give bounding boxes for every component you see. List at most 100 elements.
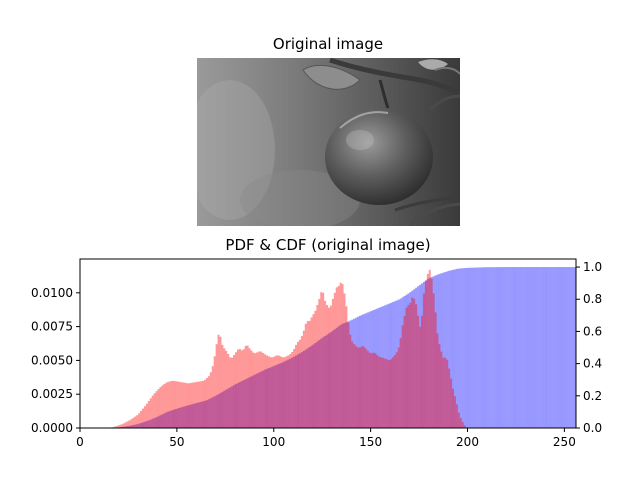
pdf-bar bbox=[169, 381, 172, 428]
cdf-bar bbox=[328, 333, 330, 428]
cdf-bar bbox=[316, 341, 319, 428]
pdf-bar bbox=[231, 357, 234, 428]
pdf-bar bbox=[258, 351, 261, 428]
cdf-bar bbox=[450, 270, 453, 428]
pdf-bar bbox=[422, 293, 425, 428]
cdf-bar bbox=[122, 426, 125, 428]
cdf-bar bbox=[380, 306, 383, 428]
cdf-bar bbox=[287, 359, 290, 428]
x-tick-label: 0 bbox=[76, 435, 84, 449]
image-title: Original image bbox=[273, 35, 383, 53]
pdf-bar bbox=[161, 385, 164, 428]
pdf-bar bbox=[128, 420, 131, 428]
pdf-bar bbox=[186, 383, 189, 428]
cdf-bar bbox=[413, 289, 416, 428]
pdf-bar bbox=[238, 348, 241, 428]
cdf-bar bbox=[223, 390, 226, 428]
cdf-bar bbox=[260, 371, 263, 428]
pdf-bar bbox=[384, 358, 387, 428]
pdf-bar bbox=[171, 380, 174, 428]
cdf-bar bbox=[298, 353, 301, 428]
cdf-bar bbox=[453, 269, 456, 428]
cdf-bar bbox=[486, 267, 489, 428]
cdf-bar bbox=[372, 310, 375, 428]
pdf-bar bbox=[114, 426, 117, 428]
pdf-bar bbox=[442, 357, 445, 428]
pdf-bar bbox=[198, 381, 201, 428]
pdf-bar bbox=[417, 315, 420, 428]
pdf-bar bbox=[430, 278, 433, 428]
x-tick-label: 100 bbox=[262, 435, 285, 449]
cdf-bar bbox=[473, 267, 476, 428]
cdf-bar bbox=[337, 326, 340, 428]
pdf-bar bbox=[318, 298, 321, 428]
pdf-bar bbox=[436, 333, 439, 428]
y-right-tick-label: 1.0 bbox=[583, 260, 602, 274]
cdf-series bbox=[109, 267, 577, 428]
pdf-bar bbox=[453, 396, 456, 428]
cdf-bar bbox=[225, 389, 228, 428]
cdf-bar bbox=[275, 364, 278, 428]
pdf-bar bbox=[256, 352, 259, 428]
cdf-bar bbox=[543, 267, 546, 428]
cdf-bar bbox=[430, 277, 433, 428]
cdf-bar bbox=[248, 377, 251, 428]
cdf-bar bbox=[308, 347, 311, 428]
cdf-bar bbox=[438, 273, 441, 428]
cdf-bar bbox=[291, 357, 294, 428]
cdf-bar bbox=[312, 344, 315, 428]
cdf-bar bbox=[535, 267, 538, 428]
pdf-bar bbox=[380, 357, 383, 428]
pdf-bar bbox=[207, 376, 210, 428]
cdf-bar bbox=[409, 292, 412, 428]
cdf-bar bbox=[320, 338, 323, 428]
cdf-bar bbox=[421, 283, 423, 428]
pdf-bar bbox=[328, 307, 330, 428]
cdf-bar bbox=[145, 421, 148, 428]
cdf-bar bbox=[514, 267, 516, 428]
cdf-bar bbox=[326, 334, 329, 428]
pdf-bar bbox=[448, 368, 451, 428]
pdf-bar bbox=[355, 346, 358, 428]
cdf-bar bbox=[322, 337, 325, 428]
cdf-bar bbox=[366, 312, 369, 428]
cdf-bar bbox=[562, 267, 565, 428]
cdf-bar bbox=[300, 352, 303, 428]
cdf-bar bbox=[481, 267, 484, 428]
x-tick-label: 50 bbox=[169, 435, 184, 449]
cdf-bar bbox=[273, 365, 276, 428]
pdf-bar bbox=[126, 421, 129, 428]
pdf-bar bbox=[326, 304, 329, 428]
cdf-bar bbox=[198, 402, 201, 428]
cdf-bar bbox=[378, 307, 381, 428]
cdf-bar bbox=[401, 297, 404, 428]
cdf-bar bbox=[465, 267, 468, 428]
pdf-bar bbox=[432, 293, 435, 428]
pdf-bar bbox=[235, 352, 237, 428]
cdf-bar bbox=[444, 272, 447, 428]
cdf-bar bbox=[424, 280, 427, 428]
pdf-bar bbox=[403, 315, 406, 428]
pdf-bar bbox=[391, 357, 394, 428]
cdf-bar bbox=[155, 417, 158, 428]
pdf-bar bbox=[360, 346, 363, 428]
cdf-bar bbox=[428, 277, 431, 428]
cdf-bar bbox=[194, 403, 197, 428]
cdf-bar bbox=[498, 267, 501, 428]
pdf-bar bbox=[395, 352, 398, 428]
cdf-bar bbox=[390, 302, 392, 428]
pdf-bar bbox=[277, 355, 280, 428]
cdf-bar bbox=[128, 425, 131, 428]
x-tick-label: 200 bbox=[456, 435, 479, 449]
cdf-bar bbox=[157, 416, 160, 428]
pdf-bar bbox=[368, 352, 371, 428]
cdf-bar bbox=[419, 284, 422, 428]
pdf-bar bbox=[159, 387, 162, 428]
cdf-bar bbox=[479, 267, 482, 428]
pdf-bar bbox=[145, 403, 148, 428]
pdf-bar bbox=[112, 426, 115, 428]
pdf-bar bbox=[223, 348, 226, 428]
cdf-bar bbox=[496, 267, 499, 428]
pdf-bar bbox=[455, 404, 458, 428]
